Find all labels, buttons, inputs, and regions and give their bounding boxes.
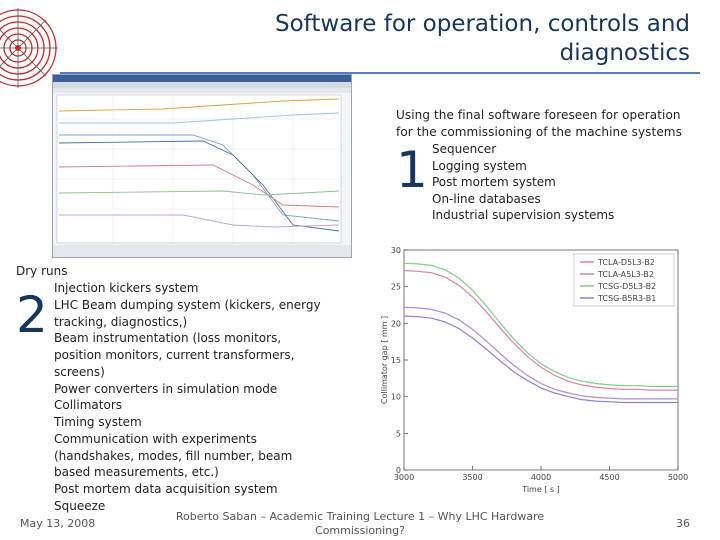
legend-entry: TCLA-D5L3-B2 bbox=[597, 258, 655, 267]
series-line bbox=[403, 262, 678, 387]
list-item: Logging system bbox=[432, 158, 527, 173]
legend-entry: TCSG-D5L3-B2 bbox=[597, 282, 656, 291]
series-line bbox=[403, 315, 678, 404]
title-line-1: Software for operation, controls and bbox=[275, 11, 690, 37]
lhc-logo bbox=[0, 0, 62, 100]
x-tick-label: 3500 bbox=[462, 473, 482, 482]
series-line bbox=[403, 306, 678, 400]
footer-date: May 13, 2008 bbox=[20, 517, 96, 530]
title-underline bbox=[60, 72, 700, 74]
list-line: Post mortem data acquisition system bbox=[54, 482, 278, 496]
legend-entry: TCLA-A5L3-B2 bbox=[597, 270, 654, 279]
list-item: Sequencer bbox=[432, 142, 497, 156]
y-axis-label: Collimator gap [ mm ] bbox=[380, 316, 389, 404]
y-tick-label: 0 bbox=[396, 466, 401, 475]
list-line: tracking, diagnostics,) bbox=[54, 314, 188, 329]
y-tick-label: 10 bbox=[391, 393, 401, 402]
x-tick-label: 4000 bbox=[531, 473, 551, 482]
dry-runs-list: Injection kickers system LHC Beam dumpin… bbox=[54, 280, 344, 515]
list-line: based measurements, etc.) bbox=[54, 465, 219, 480]
x-axis-label: Time [ s ] bbox=[521, 485, 560, 494]
x-tick-label: 3000 bbox=[394, 473, 414, 482]
dry-runs-heading: Dry runs bbox=[16, 264, 68, 278]
list-line: Injection kickers system bbox=[54, 281, 199, 295]
list-line: screens) bbox=[54, 364, 105, 379]
logging-application-screenshot bbox=[52, 74, 352, 258]
list-item: Post mortem system bbox=[432, 175, 556, 189]
slide-title: Software for operation, controls and dia… bbox=[200, 10, 690, 68]
footer-credit: Roberto Saban – Academic Training Lectur… bbox=[160, 510, 560, 538]
list-line: Power converters in simulation mode bbox=[54, 381, 278, 396]
footer-credit-line-1: Roberto Saban – Academic Training Lectur… bbox=[175, 510, 545, 523]
list-line: LHC Beam dumping system (kickers, energy bbox=[54, 297, 321, 312]
section-number-1: 1 bbox=[396, 141, 428, 199]
list-line: Beam instrumentation (loss monitors, bbox=[54, 331, 282, 346]
section-number-2: 2 bbox=[16, 286, 48, 344]
y-tick-label: 5 bbox=[396, 429, 401, 438]
software-list: Sequencer Logging system Post mortem sys… bbox=[432, 141, 712, 224]
y-tick-label: 30 bbox=[391, 246, 401, 255]
list-item: Industrial supervision systems bbox=[432, 208, 615, 222]
page-number: 36 bbox=[676, 517, 690, 530]
list-item: On-line databases bbox=[432, 191, 541, 206]
intro-line-1: Using the final software foreseen for op… bbox=[396, 108, 681, 122]
collimator-gap-chart: 0 5 10 15 20 25 30 3000 3500 4000 4500 5000 Time [ s… bbox=[380, 246, 688, 494]
list-line: Timing system bbox=[54, 415, 142, 429]
x-tick-label: 4500 bbox=[599, 473, 619, 482]
title-line-2: diagnostics bbox=[559, 40, 690, 66]
list-line: (handshakes, modes, fill number, beam bbox=[54, 448, 293, 463]
list-line: Communication with experiments bbox=[54, 431, 257, 446]
list-line: position monitors, current transformers, bbox=[54, 348, 295, 362]
list-line: Squeeze bbox=[54, 498, 106, 513]
footer-credit-line-2: Commissioning? bbox=[315, 524, 405, 537]
y-tick-label: 20 bbox=[391, 319, 401, 328]
legend-entry: TCSG-B5R3-B1 bbox=[597, 294, 656, 303]
intro-text: Using the final software foreseen for op… bbox=[396, 107, 716, 140]
x-tick-label: 5000 bbox=[668, 473, 688, 482]
y-tick-label: 15 bbox=[391, 356, 401, 365]
intro-line-2: for the commissioning of the machine sys… bbox=[396, 124, 682, 139]
list-line: Collimators bbox=[54, 398, 122, 413]
y-tick-label: 25 bbox=[391, 283, 401, 292]
series-line bbox=[403, 269, 678, 391]
